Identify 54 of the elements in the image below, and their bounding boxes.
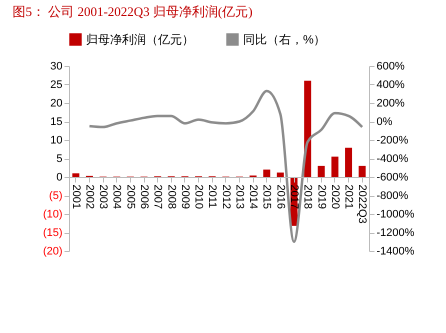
x-tick-label: 2004 [110, 184, 123, 209]
x-tick-label: 2008 [165, 184, 178, 209]
x-tick-label: 2019 [315, 184, 328, 209]
x-tick-label: 2001 [70, 184, 82, 209]
x-tick-label: 2007 [152, 184, 164, 209]
x-tick-label: 2021 [342, 184, 355, 209]
x-tick-label: 2022Q3 [356, 184, 368, 224]
x-tick-label: 2012 [220, 184, 232, 209]
y-tick-label: 30 [50, 60, 62, 72]
y2-tick-label: -1200% [376, 227, 415, 239]
y2-tick-label: -200% [376, 134, 409, 146]
x-tick-label: 2003 [97, 184, 110, 209]
bar [345, 148, 352, 177]
y2-tick-label: -1400% [376, 246, 415, 258]
x-tick-label: 2013 [233, 184, 246, 209]
y-tick-label: (5) [49, 190, 62, 202]
y-tick-label: 0 [56, 172, 62, 184]
x-tick-label: 2005 [124, 184, 136, 209]
y2-tick-label: 600% [376, 60, 405, 72]
legend-label: 同比（右，%） [243, 32, 326, 47]
bar [72, 173, 80, 177]
y2-tick-label: -800% [376, 190, 409, 202]
x-tick-label: 2002 [83, 184, 96, 209]
y2-tick-label: -1000% [376, 208, 415, 220]
x-tick-label: 2016 [274, 184, 286, 209]
bar [276, 172, 284, 177]
x-tick-label: 2018 [302, 184, 314, 209]
x-tick-label: 2009 [178, 184, 191, 209]
y2-tick-label: -400% [376, 153, 409, 165]
x-tick-label: 2015 [260, 184, 273, 209]
y-tick-label: 5 [56, 153, 62, 165]
legend-label: 归母净利润（亿元） [86, 32, 194, 47]
x-tick-label: 2017 [288, 184, 300, 209]
x-tick-label: 2014 [247, 184, 260, 209]
bar [331, 156, 338, 177]
y2-tick-label: 400% [376, 79, 405, 91]
x-tick-label: 2011 [206, 184, 218, 208]
y-tick-label: 15 [50, 116, 62, 128]
x-tick-label: 2020 [328, 184, 341, 209]
x-tick-label: 2010 [192, 184, 205, 209]
bar [318, 166, 325, 177]
y2-tick-label: 200% [376, 98, 405, 110]
bar [358, 166, 366, 177]
x-tick-label: 2006 [138, 184, 150, 209]
y-tick-label: 20 [50, 98, 62, 110]
y-tick-label: (15) [42, 227, 62, 239]
y-tick-label: (10) [42, 208, 62, 220]
y2-tick-label: 0% [376, 116, 393, 128]
y-tick-label: 25 [50, 79, 62, 91]
y-tick-label: 10 [50, 134, 62, 146]
chart-title: 图5： 公司 2001-2022Q3 归母净利润(亿元) [12, 4, 253, 19]
y2-tick-label: -600% [376, 172, 409, 184]
y-tick-label: (20) [42, 246, 62, 258]
bar [263, 170, 270, 177]
